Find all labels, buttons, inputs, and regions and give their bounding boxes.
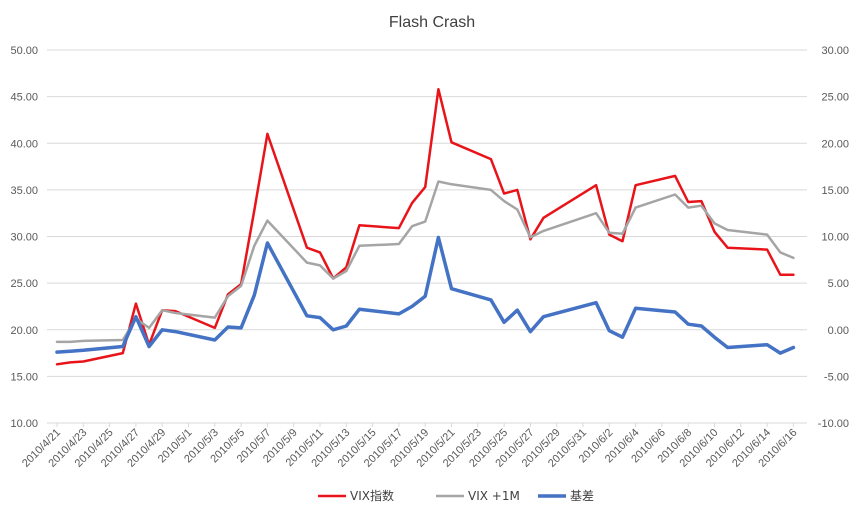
gridlines [47,49,807,424]
y-right-tick-label: 0.00 [828,325,849,337]
left-y-axis: 10.00 15.00 20.00 25.00 30.00 35.00 40.00 45.00… [10,45,38,430]
y-left-tick-label: 25.00 [10,278,38,290]
y-left-tick-label: 15.00 [10,371,38,383]
y-left-tick-label: 45.00 [10,92,38,104]
y-left-tick-label: 35.00 [10,185,38,197]
legend-label: VIX +1M [468,489,520,503]
y-right-tick-label: 20.00 [821,138,849,150]
y-left-tick-label: 10.00 [10,418,38,430]
y-right-tick-label: 10.00 [821,232,849,244]
y-right-tick-label: -5.00 [824,371,849,383]
right-y-axis: -10.00 -5.00 0.00 5.00 10.00 15.00 20.00 25.00 3… [818,45,849,430]
y-right-tick-label: 5.00 [828,278,849,290]
series-line-2 [55,180,795,344]
series-line-1 [55,87,795,366]
y-right-tick-label: 15.00 [821,185,849,197]
y-left-tick-label: 40.00 [10,138,38,150]
y-left-tick-label: 20.00 [10,325,38,337]
y-left-tick-label: 50.00 [10,45,38,57]
series-lines [55,87,796,366]
legend-label: 基差 [570,489,594,503]
y-right-tick-label: 30.00 [821,45,849,57]
y-left-tick-label: 30.00 [10,232,38,244]
legend-label: VIX指数 [350,488,394,503]
x-axis: 2010/4/212010/4/232010/4/252010/4/272010… [20,422,807,470]
chart-title: Flash Crash [389,14,475,31]
series-line-3 [55,235,796,355]
y-right-tick-label: -10.00 [818,418,849,430]
legend: VIX指数 VIX +1M 基差 [318,488,594,503]
y-right-tick-label: 25.00 [821,92,849,104]
